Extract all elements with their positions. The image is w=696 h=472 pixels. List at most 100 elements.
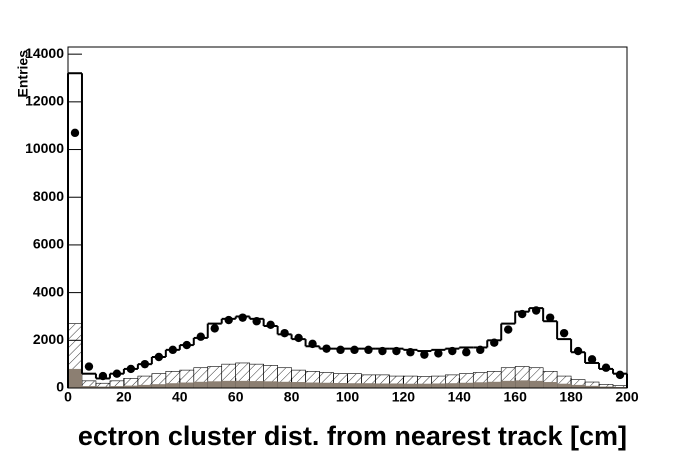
data-point (517, 309, 527, 319)
data-point (336, 345, 345, 355)
data-point (462, 348, 471, 357)
filled-bar (515, 380, 530, 388)
x-tick-label: 80 (284, 389, 300, 405)
data-point (615, 370, 625, 380)
filled-bar (319, 382, 334, 388)
y-tick-label: 10000 (25, 140, 64, 156)
filled-bar (361, 383, 376, 388)
data-point (196, 332, 205, 341)
x-tick-label: 120 (392, 389, 416, 405)
filled-bar (501, 380, 516, 388)
filled-bar (207, 381, 222, 388)
filled-bar (403, 383, 418, 388)
filled-bar (123, 385, 138, 388)
data-point (504, 325, 513, 334)
y-tick-label: 4000 (33, 283, 64, 299)
data-point (266, 320, 275, 330)
filled-bar (193, 381, 208, 388)
filled-bar (221, 380, 236, 388)
filled-bar (165, 383, 180, 388)
filled-bar (487, 381, 502, 388)
filled-bar (529, 380, 544, 388)
data-point (294, 333, 303, 343)
filled-bar (109, 386, 124, 388)
data-point (252, 317, 261, 326)
data-point (210, 324, 219, 333)
data-point (168, 345, 178, 355)
filled-bar (543, 382, 558, 388)
data-point (308, 339, 317, 349)
filled-bar (431, 383, 446, 388)
data-point (531, 306, 541, 315)
x-tick-label: 180 (559, 389, 583, 405)
filled-bar (263, 381, 278, 388)
x-tick-label: 140 (448, 389, 472, 405)
y-axis-label: Entries (15, 50, 31, 98)
data-point (448, 346, 457, 356)
filled-bar (389, 383, 404, 388)
y-tick-label: 14000 (25, 45, 64, 61)
data-point (126, 364, 136, 374)
data-point (322, 344, 331, 353)
y-tick-label: 6000 (33, 236, 64, 252)
filled-bar (347, 383, 362, 388)
data-point (364, 345, 373, 355)
filled-bar (291, 382, 306, 388)
data-point (280, 328, 289, 338)
data-point (420, 350, 429, 359)
x-tick-label: 40 (172, 389, 188, 405)
data-point (476, 345, 485, 355)
frame (67, 46, 628, 389)
data-point (601, 363, 611, 372)
filled-bar (571, 384, 586, 388)
filled-bar (333, 382, 348, 388)
data-point (182, 340, 191, 350)
data-point (378, 346, 387, 356)
filled-bar (473, 382, 488, 388)
x-tick-label: 100 (336, 389, 360, 405)
filled-bar (375, 383, 390, 388)
filled-bar (585, 385, 600, 388)
filled-bar (95, 386, 110, 388)
filled-bar (417, 383, 432, 388)
filled-bar (249, 381, 264, 388)
data-point (140, 359, 150, 369)
x-tick-label: 200 (615, 389, 639, 405)
filled-bar (68, 368, 82, 388)
filled-bar (557, 383, 572, 388)
filled-bar (81, 386, 96, 388)
filled-bar (179, 382, 194, 388)
data-point (434, 349, 443, 358)
x-tick-label: 60 (228, 389, 244, 405)
data-point (112, 369, 122, 378)
y-tick-label: 8000 (33, 188, 64, 204)
data-point (224, 315, 233, 325)
filled-bar (599, 386, 614, 388)
data-point (70, 128, 80, 138)
filled-bar (305, 382, 320, 388)
data-point (84, 362, 94, 371)
data-point (490, 338, 499, 347)
data-point (573, 346, 583, 356)
filled-bar (137, 384, 152, 388)
filled-bar (277, 381, 292, 388)
data-point (350, 345, 359, 355)
data-point (406, 348, 415, 357)
data-point (587, 355, 597, 364)
filled-bar (151, 384, 166, 388)
data-point (559, 328, 569, 338)
y-tick-label: 2000 (33, 331, 64, 347)
data-point (545, 313, 555, 322)
filled-bar (235, 380, 250, 388)
y-tick-label: 0 (56, 379, 64, 395)
filled-bar (445, 383, 460, 388)
x-tick-label: 20 (116, 389, 132, 405)
y-tick-label: 12000 (25, 93, 64, 109)
data-point (154, 352, 164, 362)
data-point (392, 346, 401, 356)
data-point (98, 371, 108, 381)
x-axis-label: ectron cluster dist. from nearest track … (78, 421, 627, 451)
x-tick-label: 160 (504, 389, 528, 405)
